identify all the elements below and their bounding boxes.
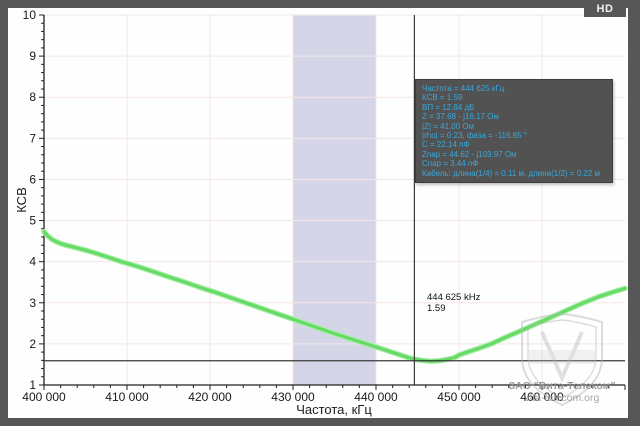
- cursor-crosshair: [44, 15, 625, 385]
- info-line-cable: Кабель: длина(1/4) = 0.11 м, длина(1/2) …: [422, 168, 600, 178]
- info-line-c-par: Cпар = 3.44 пФ: [422, 159, 479, 169]
- svg-text:1: 1: [29, 378, 36, 392]
- info-line-z-mag: |Z| = 41.00 Ом: [422, 121, 475, 131]
- svg-text:5: 5: [29, 214, 36, 228]
- svg-text:10: 10: [23, 8, 37, 22]
- chart-panel: 400 000 410 000 420 000 430 000 440 000 450 0…: [8, 8, 628, 418]
- axis-ticks: [39, 14, 626, 390]
- info-line-rho: |rho| = 0.23, фаза = -116.85 °: [422, 131, 527, 141]
- cursor-swr: 1.59: [427, 303, 446, 314]
- svg-text:400 000: 400 000: [22, 390, 66, 404]
- frequency-band-highlight: [293, 15, 376, 385]
- svg-text:4: 4: [29, 255, 36, 269]
- y-axis-tick-labels: 1 2 3 4 5 6 7 8 9 10: [23, 8, 37, 392]
- cursor-info-panel: Частота = 444 625 кГц КСВ = 1.59 ВП = 12…: [415, 79, 613, 184]
- svg-text:420 000: 420 000: [188, 390, 232, 404]
- info-line-z-par: Zпар = 44.62 - j103.97 Ом: [422, 149, 517, 159]
- info-line-z: Z = 37.68 - j16.17 Ом: [422, 112, 499, 122]
- svg-text:450 000: 450 000: [437, 390, 481, 404]
- info-line-return-loss: ВП = 12.84 дБ: [422, 102, 475, 112]
- svg-text:9: 9: [29, 49, 36, 63]
- info-line-swr: КСВ = 1.59: [422, 93, 463, 103]
- svg-text:7: 7: [29, 131, 36, 145]
- cursor-value-label: 444 625 kHz 1.59: [427, 292, 480, 314]
- x-axis-title: Частота, кГц: [296, 402, 372, 417]
- svg-text:3: 3: [29, 296, 36, 310]
- svg-text:440 000: 440 000: [354, 390, 398, 404]
- swr-curve: [41, 228, 628, 364]
- cursor-frequency: 444 625 kHz: [427, 292, 481, 303]
- svg-text:410 000: 410 000: [105, 390, 149, 404]
- svg-text:460 000: 460 000: [520, 390, 564, 404]
- swr-chart-plot[interactable]: 400 000 410 000 420 000 430 000 440 000 450 0…: [8, 8, 628, 418]
- svg-text:2: 2: [29, 337, 36, 351]
- gridlines: [44, 14, 625, 385]
- x-axis-tick-labels: 400 000 410 000 420 000 430 000 440 000 450 0…: [22, 390, 564, 404]
- info-line-frequency: Частота = 444 625 кГц: [422, 84, 505, 93]
- hd-badge: HD: [584, 0, 626, 17]
- y-axis-title: КСВ: [14, 187, 29, 213]
- info-line-c: C = 22.14 пФ: [422, 140, 470, 150]
- axes: [43, 15, 625, 386]
- svg-text:6: 6: [29, 172, 36, 186]
- svg-text:8: 8: [29, 90, 36, 104]
- svg-text:430 000: 430 000: [271, 390, 315, 404]
